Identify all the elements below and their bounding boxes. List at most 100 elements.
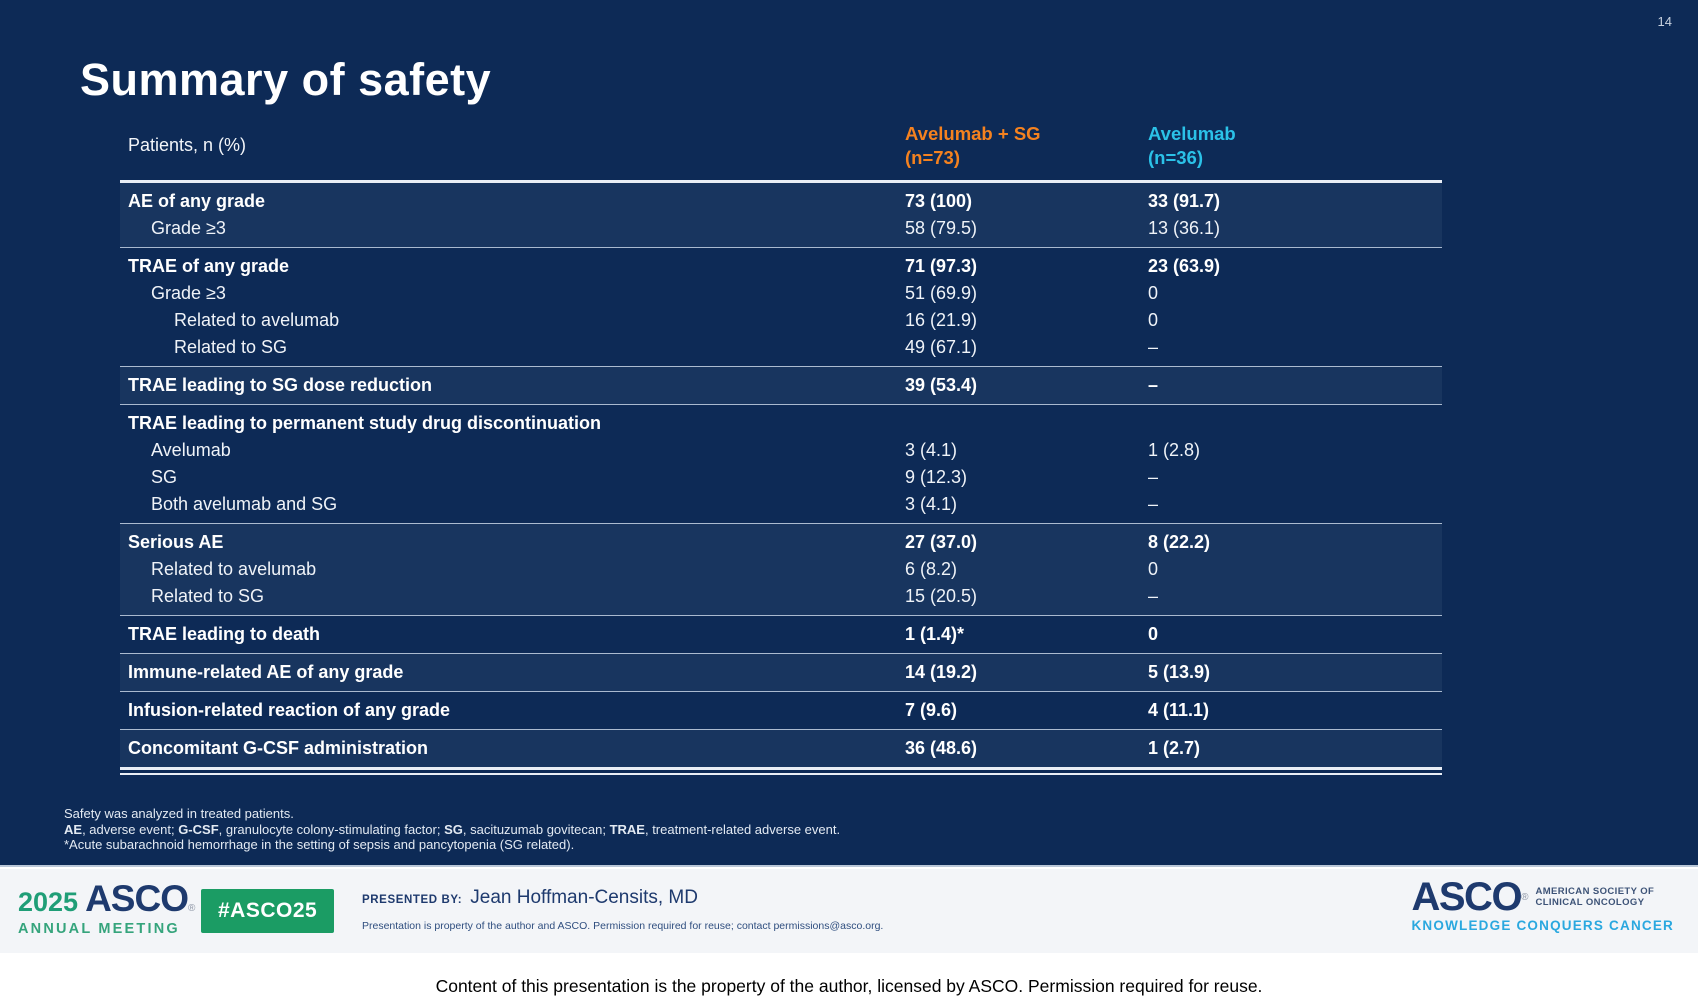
meeting-name: ANNUAL MEETING (18, 921, 180, 937)
safety-table: Patients, n (%) Avelumab + SG (n=73) Ave… (120, 118, 1442, 775)
row-value-avelumab-sg: 73 (100) (905, 191, 973, 211)
row-value-avelumab-sg: 6 (8.2) (905, 559, 958, 579)
column-header-line1: Avelumab + SG (905, 122, 1041, 144)
presented-by-label: PRESENTED BY: (362, 894, 463, 906)
row-value-avelumab: 4 (11.1) (1148, 700, 1210, 720)
row-value-avelumab-sg: 16 (21.9) (905, 310, 978, 330)
table-group: Infusion-related reaction of any grade 7 … (120, 691, 1442, 729)
presenter-line: PRESENTED BY: Jean Hoffman-Censits, MD (362, 887, 883, 909)
table-row: Concomitant G-CSF administration 36 (48.6… (120, 735, 1442, 762)
row-label: Grade ≥3 (151, 283, 226, 303)
table-body: AE of any grade 73 (100) 33 (91.7) Grade ≥3… (120, 183, 1442, 767)
row-value-avelumab-sg: 3 (4.1) (905, 494, 958, 514)
table-row: SG 9 (12.3) – (120, 464, 1442, 491)
row-label: TRAE leading to SG dose reduction (128, 375, 433, 395)
row-value-avelumab: 33 (91.7) (1148, 191, 1221, 211)
row-value-avelumab: 0 (1148, 624, 1159, 644)
table-row: Grade ≥3 58 (79.5) 13 (36.1) (120, 215, 1442, 242)
table-row: TRAE of any grade 71 (97.3) 23 (63.9) (120, 253, 1442, 280)
page-number: 14 (1657, 14, 1672, 29)
row-value-avelumab-sg: 14 (19.2) (905, 662, 978, 682)
table-row: Avelumab 3 (4.1) 1 (2.8) (120, 437, 1442, 464)
column-header-line1: Avelumab (1148, 122, 1236, 144)
row-label: Grade ≥3 (151, 218, 226, 238)
table-group: Serious AE 27 (37.0) 8 (22.2) Related to av… (120, 523, 1442, 615)
row-value-avelumab: 8 (22.2) (1148, 532, 1211, 552)
row-label: Avelumab (151, 440, 231, 460)
row-label: TRAE of any grade (128, 256, 290, 276)
row-label: AE of any grade (128, 191, 266, 211)
row-value-avelumab-sg: 36 (48.6) (905, 738, 978, 758)
row-value-avelumab: – (1148, 467, 1159, 487)
row-value-avelumab-sg: 51 (69.9) (905, 283, 978, 303)
table-group: AE of any grade 73 (100) 33 (91.7) Grade ≥3… (120, 183, 1442, 247)
slide-footer: 2025 ASCO ® ANNUAL MEETING #ASCO25 PRESE… (0, 869, 1698, 1006)
table-row: TRAE leading to SG dose reduction 39 (53.… (120, 372, 1442, 399)
row-value-avelumab-sg: 9 (12.3) (905, 467, 968, 487)
row-value-avelumab-sg: 49 (67.1) (905, 337, 978, 357)
presenter-name: Jean Hoffman-Censits, MD (470, 887, 698, 908)
table-row: Grade ≥3 51 (69.9) 0 (120, 280, 1442, 307)
slide-body: 14 Summary of safety Patients, n (%) Ave… (0, 0, 1698, 867)
row-value-avelumab-sg: 1 (1.4)* (905, 624, 965, 644)
table-bottom-divider (120, 773, 1442, 775)
row-value-avelumab: 0 (1148, 283, 1159, 303)
asco-meeting-logo-top: 2025 ASCO ® (18, 878, 195, 919)
table-row: Related to SG 15 (20.5) – (120, 583, 1442, 610)
column-header-avelumab-sg: Avelumab + SG (n=73) (905, 122, 1148, 170)
row-value-avelumab: – (1148, 375, 1159, 395)
table-header-divider (120, 180, 1442, 183)
row-value-avelumab-sg: 3 (4.1) (905, 440, 958, 460)
row-value-avelumab-sg: 39 (53.4) (905, 375, 978, 395)
footnote-line: AE, adverse event; G-CSF, granulocyte co… (64, 821, 841, 837)
row-label: Infusion-related reaction of any grade (128, 700, 451, 720)
row-value-avelumab: 0 (1148, 310, 1159, 330)
row-header-label: Patients, n (%) (128, 135, 247, 155)
row-value-avelumab-sg: 27 (37.0) (905, 532, 978, 552)
column-header-avelumab: Avelumab (n=36) (1148, 122, 1442, 170)
row-label: Related to avelumab (174, 310, 340, 330)
row-label: SG (151, 467, 178, 487)
table-row: AE of any grade 73 (100) 33 (91.7) (120, 188, 1442, 215)
table-row: Infusion-related reaction of any grade 7 … (120, 697, 1442, 724)
row-value-avelumab (1148, 410, 1442, 437)
slide-title: Summary of safety (80, 54, 492, 105)
table-row: Related to avelumab 6 (8.2) 0 (120, 556, 1442, 583)
asco-logo-tagline: KNOWLEDGE CONQUERS CANCER (1411, 918, 1674, 933)
copyright-text: Content of this presentation is the prop… (435, 976, 1263, 996)
row-value-avelumab: – (1148, 586, 1159, 606)
table-row: Related to avelumab 16 (21.9) 0 (120, 307, 1442, 334)
row-label: Related to SG (174, 337, 288, 357)
table-row: Related to SG 49 (67.1) – (120, 334, 1442, 361)
presenter-block: PRESENTED BY: Jean Hoffman-Censits, MD P… (362, 887, 883, 932)
column-header-line2: (n=36) (1148, 146, 1204, 168)
row-label: Immune-related AE of any grade (128, 662, 404, 682)
asco-logo-name: ASCO (1411, 875, 1522, 919)
row-value-avelumab-sg: 58 (79.5) (905, 218, 978, 238)
table-row: TRAE leading to permanent study drug dis… (120, 410, 1442, 437)
footnotes: Safety was analyzed in treated patients.… (64, 806, 840, 853)
row-label: TRAE leading to permanent study drug dis… (128, 413, 602, 433)
row-value-avelumab: – (1148, 494, 1159, 514)
bottom-text-area: Content of this presentation is the prop… (0, 953, 1698, 1006)
table-group: Concomitant G-CSF administration 36 (48.6… (120, 729, 1442, 767)
row-value-avelumab: 1 (2.8) (1148, 440, 1201, 460)
table-row: Immune-related AE of any grade 14 (19.2) 5… (120, 659, 1442, 686)
row-label: Related to avelumab (151, 559, 317, 579)
table-group: TRAE of any grade 71 (97.3) 23 (63.9) Grade… (120, 247, 1442, 366)
row-value-avelumab: 1 (2.7) (1148, 738, 1201, 758)
row-label: Serious AE (128, 532, 224, 552)
table-group: TRAE leading to death 1 (1.4)* 0 (120, 615, 1442, 653)
footnote-line: *Acute subarachnoid hemorrhage in the se… (64, 837, 575, 852)
asco-logo-top: ASCO ® AMERICAN SOCIETY OF CLINICAL ONCO… (1411, 875, 1674, 919)
table-group: Immune-related AE of any grade 14 (19.2) 5… (120, 653, 1442, 691)
presenter-disclaimer: Presentation is property of the author a… (362, 920, 884, 932)
meeting-org: ASCO (85, 878, 189, 919)
table-group: TRAE leading to SG dose reduction 39 (53.… (120, 366, 1442, 404)
row-label: Related to SG (151, 586, 265, 606)
footnote-line: Safety was analyzed in treated patients. (64, 806, 294, 821)
asco-logo-society: AMERICAN SOCIETY OF CLINICAL ONCOLOGY (1535, 886, 1654, 909)
footer-logo-strip: 2025 ASCO ® ANNUAL MEETING #ASCO25 PRESE… (0, 869, 1698, 953)
row-value-avelumab-sg (905, 410, 1148, 437)
